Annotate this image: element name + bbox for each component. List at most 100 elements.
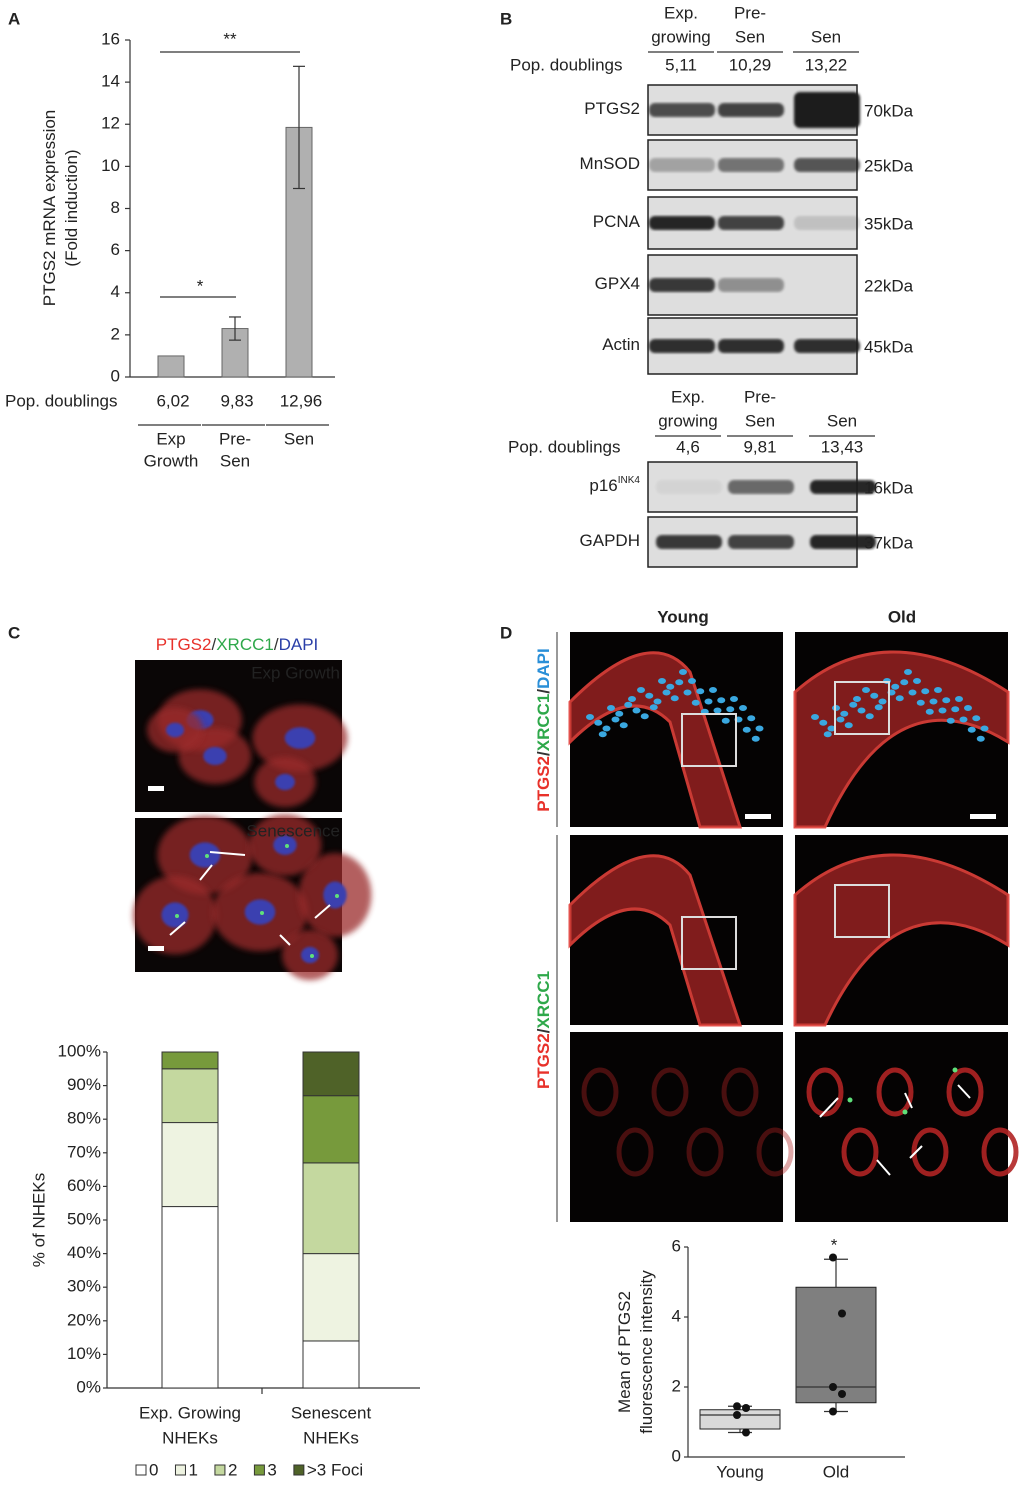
significance: ** [223, 29, 237, 48]
nucleus [747, 715, 756, 722]
y-tick-label: 4 [672, 1306, 681, 1325]
column-header: Pre- [744, 387, 776, 406]
nucleus [913, 678, 921, 684]
nucleus [895, 695, 904, 702]
data-point [742, 1428, 750, 1437]
column-header: Sen [827, 411, 857, 430]
y-axis-label-line: (Fold induction) [62, 149, 81, 266]
scale-bar [148, 946, 164, 951]
stain-label-part: PTGS2 [534, 756, 553, 812]
nucleus [853, 696, 861, 702]
nucleus [946, 717, 955, 724]
nucleus [721, 717, 730, 724]
legend-swatch [293, 1464, 305, 1476]
column-header: growing [651, 27, 711, 46]
bar-segment [161, 1051, 219, 1070]
nucleus [929, 698, 938, 705]
tissue [793, 853, 1010, 1027]
stain-label: PTGS2/XRCC1/DAPI [534, 648, 553, 811]
y-tick-label: 70% [67, 1142, 101, 1161]
box [795, 1286, 877, 1404]
annotation: * [831, 1235, 838, 1254]
bar-segment [161, 1122, 219, 1208]
arrow [169, 921, 186, 936]
nucleus [649, 704, 658, 711]
nucleus [284, 727, 316, 749]
nucleus [717, 697, 726, 704]
blot-band [718, 158, 784, 172]
cell-outline [841, 1127, 879, 1177]
protein-name: Actin [602, 335, 640, 354]
image-label: Senescence [246, 821, 340, 840]
scale-bar [745, 814, 771, 819]
nucleus [870, 692, 879, 699]
blot-band [794, 216, 860, 230]
nucleus [670, 695, 679, 702]
nucleus [696, 688, 705, 695]
nucleus [666, 683, 675, 690]
blot-band [794, 339, 860, 353]
cell-outline [806, 1067, 844, 1117]
nucleus [189, 842, 221, 868]
inset-box [834, 681, 890, 735]
x-tick-label: Growth [144, 451, 199, 470]
legend-swatch [135, 1464, 147, 1476]
y-tick-label: 0 [111, 366, 120, 385]
y-tick-label: 50% [67, 1209, 101, 1228]
image-label: Exp Growth [251, 663, 340, 682]
nucleus [904, 669, 912, 675]
y-tick-label: 2 [111, 324, 120, 343]
bar-segment [302, 1051, 360, 1097]
nucleus [908, 689, 917, 696]
scale-bar [970, 814, 996, 819]
pop-doublings: 12,96 [280, 391, 323, 410]
cell-outline [946, 1067, 984, 1117]
blot-band [728, 535, 794, 549]
y-tick-label: 90% [67, 1075, 101, 1094]
x-tick-label: Old [823, 1462, 849, 1481]
nucleus [675, 679, 684, 686]
x-tick-label: Sen [220, 451, 250, 470]
data-point [733, 1402, 741, 1411]
nucleus [730, 696, 738, 702]
column-header: Young [657, 607, 709, 626]
nucleus [203, 747, 227, 765]
data-point [838, 1309, 846, 1318]
micrograph [570, 1032, 783, 1222]
nucleus [691, 699, 700, 706]
nucleus [916, 699, 925, 706]
cell-outline [756, 1127, 794, 1177]
y-axis-label-line: Mean of PTGS2 [615, 1291, 634, 1413]
nucleus [726, 706, 735, 713]
y-tick-label: 10 [101, 156, 120, 175]
stain-label-part: XRCC1 [534, 971, 553, 1029]
blot-band [649, 103, 715, 117]
protein-superscript: INK4 [618, 475, 641, 486]
y-tick-label: 6 [111, 240, 120, 259]
x-tick-label: Sen [284, 429, 314, 448]
nucleus [980, 725, 989, 732]
blot-band [649, 216, 715, 230]
protein-label: PTGS2 [584, 99, 640, 118]
x-tick-label: Exp. Growing [139, 1403, 241, 1422]
nucleus [662, 689, 671, 696]
bar-segment [302, 1162, 360, 1255]
cell-outline [651, 1067, 689, 1117]
tissue [568, 651, 743, 829]
nucleus [925, 708, 934, 715]
panel-letter: D [500, 623, 512, 642]
nucleus [862, 687, 870, 693]
nucleus [849, 701, 858, 708]
nucleus [921, 688, 930, 695]
protein-name: PTGS2 [584, 99, 640, 118]
nucleus [967, 726, 976, 733]
y-tick-label: 14 [101, 72, 120, 91]
significance: * [197, 276, 204, 295]
nucleus [938, 707, 947, 714]
x-tick-label: Exp [156, 429, 185, 448]
y-tick-label: 30% [67, 1277, 101, 1296]
arrow [876, 1159, 891, 1176]
protein-name: MnSOD [580, 154, 640, 173]
y-tick-label: 12 [101, 114, 120, 133]
